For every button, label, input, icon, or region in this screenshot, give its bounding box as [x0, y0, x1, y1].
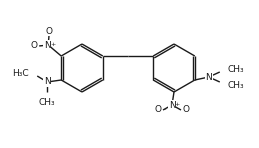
Text: N: N — [169, 100, 175, 110]
Text: N: N — [44, 78, 51, 86]
Text: O: O — [183, 106, 190, 115]
Text: CH₃: CH₃ — [228, 65, 244, 74]
Text: ⁻: ⁻ — [162, 108, 166, 114]
Text: H₃C: H₃C — [13, 69, 29, 78]
Text: ⁻: ⁻ — [39, 44, 42, 50]
Text: O: O — [155, 106, 162, 115]
Text: O: O — [46, 26, 53, 36]
Text: N: N — [44, 41, 51, 49]
Text: CH₃: CH₃ — [228, 81, 244, 90]
Text: CH₃: CH₃ — [39, 98, 55, 107]
Text: O: O — [31, 41, 38, 50]
Text: +: + — [51, 41, 56, 46]
Text: N: N — [205, 73, 212, 82]
Text: +: + — [175, 102, 180, 107]
